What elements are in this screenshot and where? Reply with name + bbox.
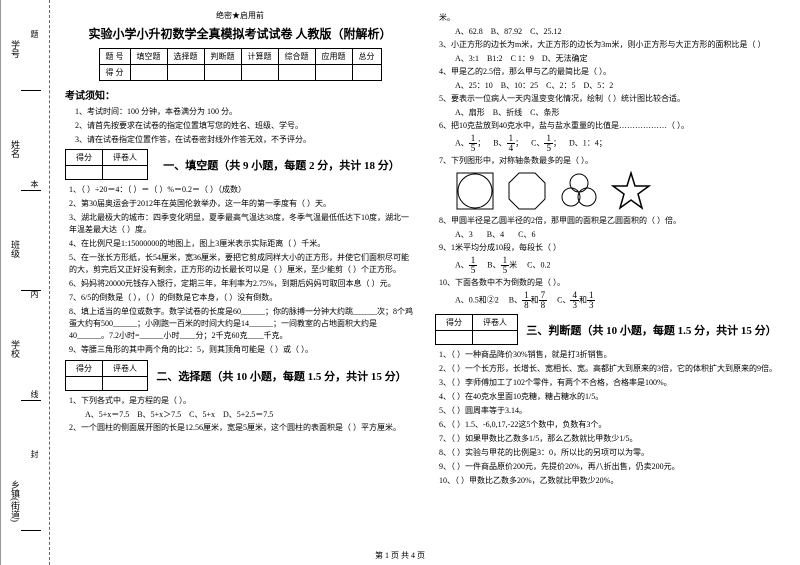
exam-title: 实验小学小升初数学全真模拟考试试卷 人教版（附解析） bbox=[65, 25, 415, 42]
q3-5: 5、（ ）圆周率等于3.14。 bbox=[439, 405, 785, 417]
dashed-line bbox=[49, 0, 50, 565]
right-column: 米。 A、62.8 B、87.92 C、25.12 3、小正方形的边长为m米，大… bbox=[435, 10, 785, 489]
shapes-row bbox=[455, 171, 785, 211]
confidential-mark: 绝密★启用前 bbox=[65, 10, 415, 21]
section-header: 得分评卷人 三、判断题（共 10 小题，每题 1.5 分，共计 15 分） bbox=[435, 314, 785, 345]
q2-4: 4、甲是乙的2.5倍，那么甲与乙的最简比是（ ）。 bbox=[439, 66, 785, 78]
q2-8-opts: A、3 B、4 C、6 bbox=[455, 229, 785, 240]
judge-table: 得分评卷人 bbox=[435, 314, 518, 345]
field-line bbox=[21, 190, 41, 191]
section3-title: 三、判断题（共 10 小题，每题 1.5 分，共计 15 分） bbox=[518, 322, 785, 338]
mark-xian: 线 bbox=[29, 390, 40, 398]
q2-9-opts: A、15 B、15米 C、0.2 bbox=[455, 256, 785, 275]
q1-2: 2、第30届奥运会于2012年在英国伦敦举办，这一年的第一季度有（ ）天。 bbox=[69, 198, 415, 210]
q3-9: 9、（ ）一件商品原价200元，先提价20%，再八折出售，仍卖200元。 bbox=[439, 461, 785, 473]
q2-10: 10、下面各数中不为倒数的是（ ）。 bbox=[439, 277, 785, 289]
table-row: 得 分 bbox=[99, 65, 381, 81]
q3-6: 6、（ ）1.5、-6,0,17,-22这5个数中，负数有3个。 bbox=[439, 419, 785, 431]
q3-3: 3、（ ）李师傅加工了102个零件，有两个不合格，合格率是100%。 bbox=[439, 377, 785, 389]
q3-7: 7、（ ）如果甲数比乙数多1/5，那么乙数就比甲数少1/5。 bbox=[439, 433, 785, 445]
q2-10-opts: A、0.5和②2 B、18和78 C、43和13 bbox=[455, 291, 785, 310]
main-content: 绝密★启用前 实验小学小升初数学全真模拟考试试卷 人教版（附解析） 题 号 填空… bbox=[65, 10, 785, 489]
field-line bbox=[21, 290, 41, 291]
q2-7: 7、下列图形中，对称轴条数最多的是（ ）。 bbox=[439, 155, 785, 167]
th: 填空题 bbox=[130, 49, 167, 65]
score-table: 题 号 填空题 选择题 判断题 计算题 综合题 应用题 总分 得 分 bbox=[99, 48, 382, 81]
q1-8: 8、填上适当的单位或数字。数学试卷的长度是60______；你的脉搏一分钟大约跳… bbox=[69, 306, 415, 342]
q2-5: 5、要表示一位病人一天内温变变化情况，绘制（ ）统计图比较合适。 bbox=[439, 93, 785, 105]
label-xiangzhen: 乡镇(街道) bbox=[9, 480, 22, 522]
q3-8: 8、（ ）实验与甲花的比例是3：0，所以比的另项可以为零。 bbox=[439, 447, 785, 459]
th: 应用题 bbox=[315, 49, 352, 65]
q2-3-opts: A、3:1 B1:2 C 1：9 D、无法确定 bbox=[455, 53, 785, 64]
field-line bbox=[21, 400, 41, 401]
left-column: 绝密★启用前 实验小学小升初数学全真模拟考试试卷 人教版（附解析） 题 号 填空… bbox=[65, 10, 415, 489]
q1-3: 3、湖北最极大的城市：四季变化明显，夏季最高气温达38度，冬季气温最低低达下10… bbox=[69, 212, 415, 236]
q2-6: 6、把10克盐放到40克水中，盐与盐水重量的比值是………………（ ）。 bbox=[439, 120, 785, 132]
shape-square-circle bbox=[455, 171, 495, 211]
notice-item: 1、考试时间：100 分钟，本卷满分为 100 分。 bbox=[75, 106, 415, 117]
notice-title: 考试须知： bbox=[65, 87, 415, 102]
q3-1: 1、（ ）一种商品降价30%销售，就是打3折销售。 bbox=[439, 349, 785, 361]
q1-7: 7、6/5的倒数是（ ），（ ）的倒数是它本身，（ ）没有倒数。 bbox=[69, 292, 415, 304]
q2-5-opts: A、扇形 B、折线 C、条形 bbox=[455, 107, 785, 118]
section-header: 得分评卷人 一、填空题（共 9 小题，每题 2 分，共计 18 分） bbox=[65, 149, 415, 180]
field-line bbox=[21, 530, 41, 531]
q2-6-opts: A、15； B、14； C、15； D、1：4； bbox=[455, 134, 785, 153]
q2-1: 1、下列各式中，是方程的是（ ）。 bbox=[69, 395, 415, 407]
judge-table: 得分评卷人 bbox=[65, 149, 148, 180]
q3-2: 2、（ ）一个长方形，长增长、宽相长、宽。高都扩大到原来的3倍，它的体积扩大到原… bbox=[439, 363, 785, 375]
binding-sidebar: 学号 姓名 班级 学校 乡镇(街道) 题 本 内 线 封 bbox=[0, 0, 60, 565]
q2-1-opts: A、5+x＝7.5 B、5+x＞7.5 C、5+x D、5+2.5＝7.5 bbox=[85, 409, 415, 420]
th: 题 号 bbox=[99, 49, 130, 65]
q1-4: 4、在比例尺是1:15000000的地图上，图上3厘米表示实际距离（ ）千米。 bbox=[69, 238, 415, 250]
field-line bbox=[21, 90, 41, 91]
q1-1: 1、（ ）÷20＝4：（ ）＝（ ）%＝0.2＝（ ）（成数） bbox=[69, 184, 415, 196]
section2-title: 二、选择题（共 10 小题，每题 1.5 分，共计 15 分） bbox=[148, 368, 415, 384]
q2-9: 9、1米平均分成10段，每段长（ ） bbox=[439, 242, 785, 254]
q3-4: 4、（ ）在40克水里面10克糖，糖占糖水的1/5。 bbox=[439, 391, 785, 403]
label-banji: 班级 bbox=[9, 240, 22, 258]
mark-feng: 封 bbox=[29, 450, 40, 458]
row-label: 得 分 bbox=[99, 65, 130, 81]
th: 计算题 bbox=[241, 49, 278, 65]
th: 判断题 bbox=[204, 49, 241, 65]
shape-octagon bbox=[507, 171, 547, 211]
q1-6: 6、妈妈将20000元钱存入银行，定期三年，年利率为2.75%，到期后妈妈可取回… bbox=[69, 278, 415, 290]
label-xuehao: 学号 bbox=[9, 40, 22, 58]
q2-2: 2、一个圆柱的侧面展开图的长是12.56厘米，宽是5厘米，这个圆柱的表面积是（ … bbox=[69, 422, 415, 434]
label-xuexiao: 学校 bbox=[9, 340, 22, 358]
notice-item: 3、请在试卷指定位置作答，在试卷密封线外作答无效，不予评分。 bbox=[75, 134, 415, 145]
shape-three-circles bbox=[559, 171, 599, 211]
section-header: 得分评卷人 二、选择题（共 10 小题，每题 1.5 分，共计 15 分） bbox=[65, 360, 415, 391]
label-xingming: 姓名 bbox=[9, 140, 22, 158]
judge-table: 得分评卷人 bbox=[65, 360, 148, 391]
mark-ben: 本 bbox=[29, 180, 40, 188]
page-footer: 第 1 页 共 4 页 bbox=[0, 550, 800, 561]
th: 选择题 bbox=[167, 49, 204, 65]
q2-8: 8、甲圆半径是乙圆半径的2倍，那甲圆的面积是乙圆面积的（ ）倍。 bbox=[439, 215, 785, 227]
q2-unit: 米。 bbox=[439, 12, 785, 24]
q1-9: 9、等腰三角形的其中两个角的比2：5，则其顶角可能是（ ）或（ ）。 bbox=[69, 344, 415, 356]
q2-3: 3、小正方形的边长为m米，大正方形的边长为3m米，则小正方形与大正方形的面积比是… bbox=[439, 39, 785, 51]
shape-star bbox=[611, 171, 651, 211]
mark-ti: 题 bbox=[29, 30, 40, 38]
table-row: 题 号 填空题 选择题 判断题 计算题 综合题 应用题 总分 bbox=[99, 49, 381, 65]
th: 总分 bbox=[352, 49, 381, 65]
th: 综合题 bbox=[278, 49, 315, 65]
q1-5: 5、在一张长方形纸，长54厘米，宽36厘米，要把它剪成同样大小的正方形，并使它们… bbox=[69, 252, 415, 276]
section1-title: 一、填空题（共 9 小题，每题 2 分，共计 18 分） bbox=[148, 157, 415, 173]
q3-10: 10、（ ）甲数比乙数多20%，乙数就比甲数少20%。 bbox=[439, 475, 785, 487]
mark-nei: 内 bbox=[29, 290, 40, 298]
q2-4-opts: A、25：10 B、10：25 C、2：5 D、5：2 bbox=[455, 80, 785, 91]
notice-item: 2、请首先按要求在试卷的指定位置填写您的姓名、班级、学号。 bbox=[75, 120, 415, 131]
q2-2-opts: A、62.8 B、87.92 C、25.12 bbox=[455, 26, 785, 37]
